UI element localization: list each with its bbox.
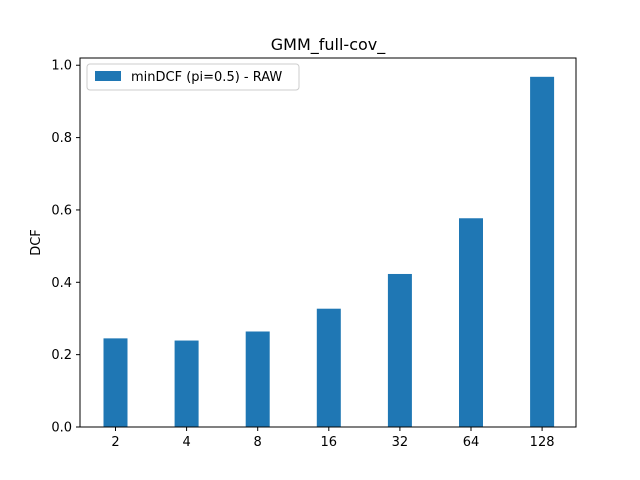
y-tick-label: 0.8 <box>51 131 72 146</box>
bars-group <box>103 76 555 427</box>
y-tick-label: 0.0 <box>51 421 72 436</box>
y-axis-label: DCF <box>29 229 44 256</box>
bar-32 <box>387 273 412 427</box>
y-tick-label: 0.4 <box>51 276 72 291</box>
chart-title: GMM_full-cov_ <box>271 35 387 55</box>
legend-swatch <box>95 71 121 81</box>
y-tick-label: 1.0 <box>51 59 72 74</box>
bar-2 <box>103 338 128 427</box>
bar-8 <box>245 331 270 427</box>
legend: minDCF (pi=0.5) - RAW <box>86 63 300 91</box>
x-tick-label: 4 <box>182 435 190 450</box>
bar-4 <box>174 340 199 427</box>
y-axis: 0.0 0.2 0.4 0.6 0.8 1.0 <box>51 59 80 436</box>
x-tick-label: 32 <box>392 435 409 450</box>
bar-64 <box>459 218 483 427</box>
x-tick-label: 16 <box>321 435 338 450</box>
legend-box <box>86 63 300 91</box>
y-tick-label: 0.2 <box>51 348 72 363</box>
x-tick-label: 2 <box>111 435 119 450</box>
plot-frame <box>79 57 577 428</box>
x-tick-label: 8 <box>254 435 262 450</box>
x-axis: 2 4 8 16 32 64 128 <box>111 427 555 450</box>
bar-16 <box>316 308 341 427</box>
y-tick-label: 0.6 <box>51 203 72 218</box>
x-tick-label: 128 <box>530 435 555 450</box>
x-tick-label: 64 <box>463 435 480 450</box>
legend-label: minDCF (pi=0.5) - RAW <box>131 70 282 85</box>
bar-128 <box>530 76 555 427</box>
